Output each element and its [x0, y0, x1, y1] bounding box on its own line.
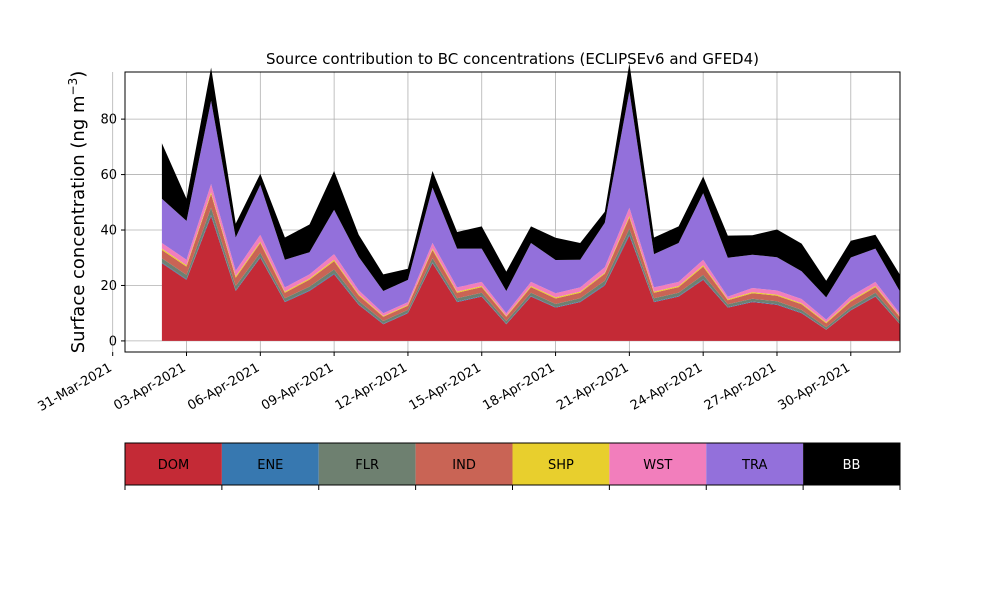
legend-label-shp: SHP — [548, 458, 574, 473]
x-tick-label: 30-Apr-2021 — [776, 360, 853, 413]
plot-frame — [124, 71, 901, 353]
x-tick-label: 15-Apr-2021 — [407, 360, 484, 413]
area-series-dom — [161, 216, 900, 341]
x-tick-label: 09-Apr-2021 — [259, 360, 336, 413]
legend-label-bb: BB — [843, 458, 861, 473]
x-tick-label: 03-Apr-2021 — [111, 360, 188, 413]
x-tick-label: 31-Mar-2021 — [36, 360, 115, 414]
legend-swatch-ind — [415, 443, 513, 485]
legend-colorbar: DOM ENE FLR IND SHP WST TRA BB — [124, 442, 901, 490]
legend-swatch-bb — [803, 443, 900, 485]
legend-swatch-dom — [125, 443, 222, 485]
x-tick-label: 18-Apr-2021 — [480, 360, 557, 413]
y-tick-label: 0 — [109, 334, 117, 349]
legend-label-tra: TRA — [741, 458, 767, 473]
legend-label-flr: FLR — [355, 458, 379, 473]
legend-swatch-shp — [512, 443, 610, 485]
legend-swatch-wst — [609, 443, 707, 485]
y-axis-label-superscript: −3 — [66, 78, 80, 96]
y-tick-label: 80 — [100, 113, 117, 128]
y-axis-label-text: Surface concentration (ng m — [68, 95, 89, 353]
legend-label-dom: DOM — [158, 458, 189, 473]
x-tick-label: 21-Apr-2021 — [554, 360, 631, 413]
chart-title: Source contribution to BC concentrations… — [266, 50, 759, 68]
legend-label-ind: IND — [452, 458, 476, 473]
legend-label-wst: WST — [643, 458, 672, 473]
stacked-areas — [161, 63, 900, 341]
y-axis-label: Surface concentration (ng m−3) — [66, 71, 89, 354]
x-tick-label: 24-Apr-2021 — [628, 360, 705, 413]
legend-swatch-flr — [318, 443, 416, 485]
legend-label-ene: ENE — [257, 458, 283, 473]
y-tick-label: 40 — [100, 224, 117, 239]
y-tick-label: 60 — [100, 168, 117, 183]
x-tick-label: 06-Apr-2021 — [185, 360, 262, 413]
x-tick-label: 27-Apr-2021 — [702, 360, 779, 413]
legend-swatch-tra — [706, 443, 804, 485]
area-series-tra — [161, 91, 900, 320]
y-tick-label: 20 — [100, 279, 117, 294]
y-axis-label-close: ) — [68, 71, 89, 78]
x-tick-label: 12-Apr-2021 — [333, 360, 410, 413]
legend-swatch-ene — [221, 443, 319, 485]
